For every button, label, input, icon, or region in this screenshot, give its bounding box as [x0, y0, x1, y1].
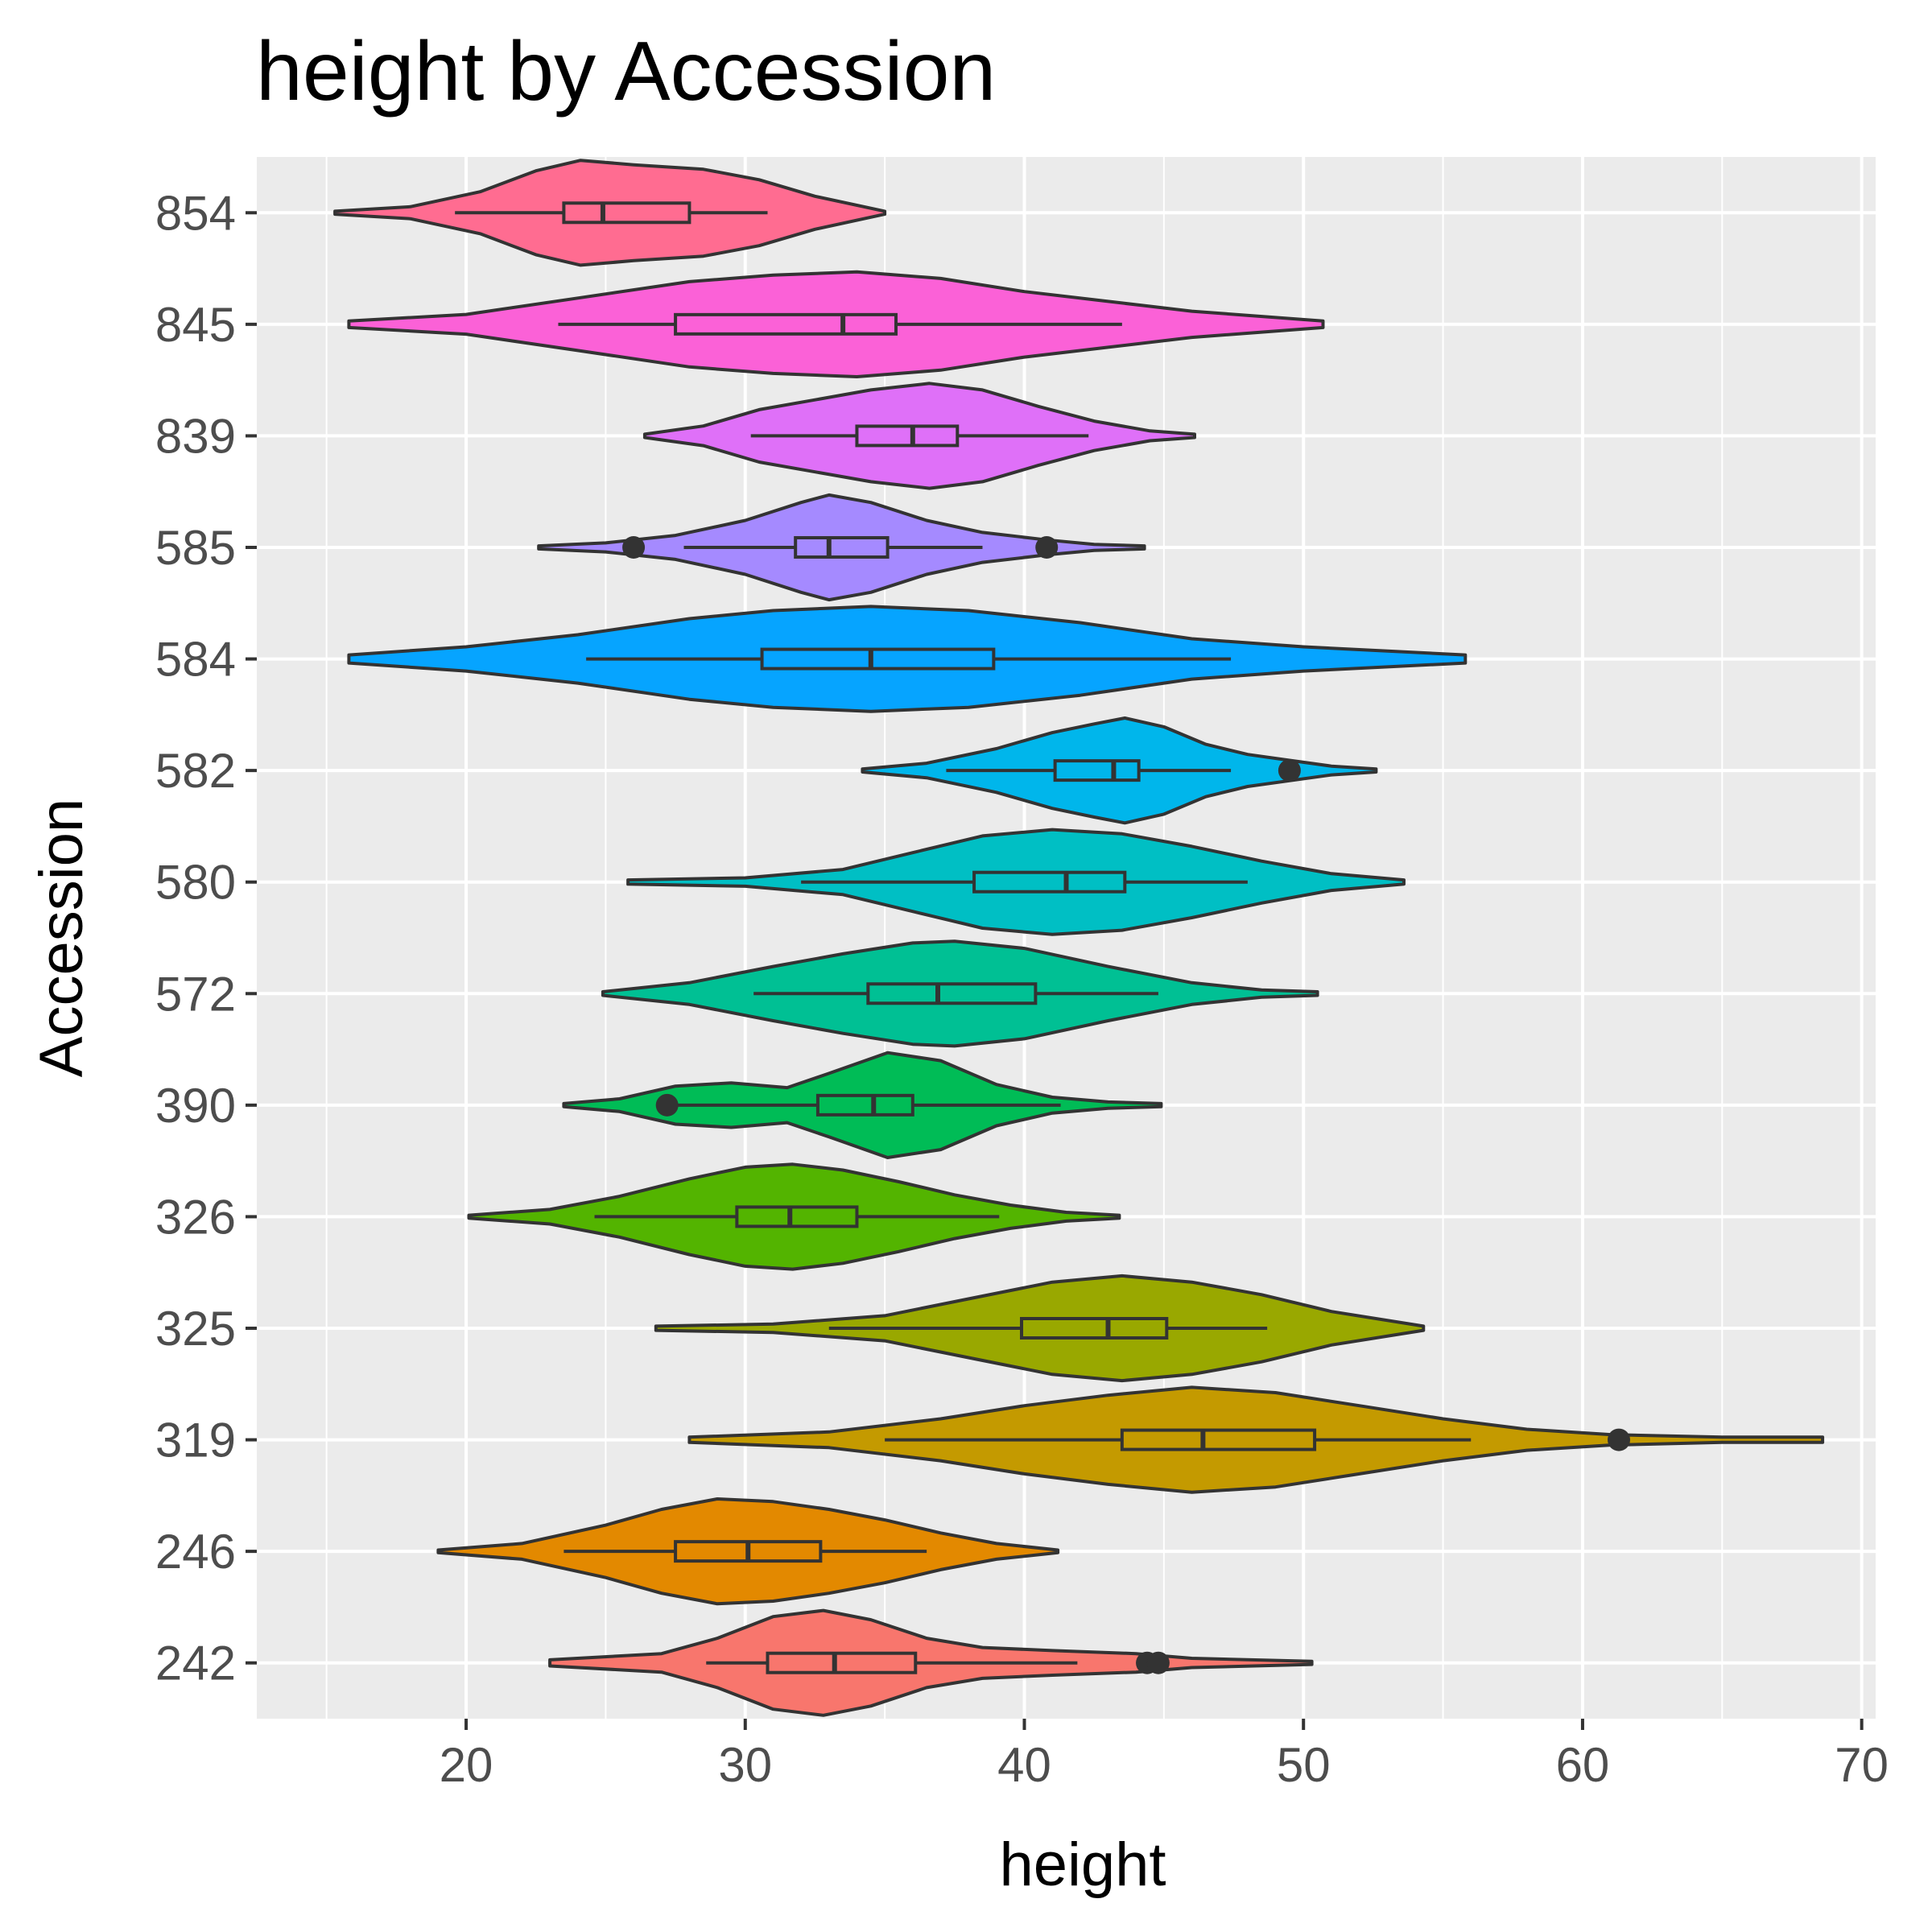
outlier-point	[655, 1093, 679, 1117]
x-tick-label: 50	[1277, 1738, 1331, 1792]
y-tick-label: 325	[155, 1302, 236, 1356]
box-839	[855, 424, 960, 448]
box-845	[674, 312, 898, 336]
chart-title: height by Accession	[256, 25, 997, 118]
outlier-point	[1146, 1651, 1170, 1674]
box-319	[1120, 1428, 1317, 1451]
box-580	[972, 870, 1127, 894]
violins	[333, 159, 1825, 1717]
box-326	[735, 1205, 859, 1228]
box-390	[815, 1093, 914, 1117]
outlier-point	[1035, 536, 1059, 559]
outlier-point	[622, 536, 646, 559]
y-tick-label: 582	[155, 744, 236, 798]
y-tick-label: 572	[155, 967, 236, 1021]
x-tick-label: 20	[440, 1738, 493, 1792]
y-axis-title: Accession	[27, 799, 96, 1077]
y-tick-label: 845	[155, 298, 236, 352]
y-tick-label: 242	[155, 1637, 236, 1690]
y-tick-label: 580	[155, 856, 236, 910]
box-242	[766, 1651, 918, 1674]
y-tick-label: 390	[155, 1079, 236, 1133]
box-582	[1053, 759, 1141, 782]
box-572	[866, 982, 1038, 1005]
x-tick-label: 70	[1835, 1738, 1889, 1792]
y-tick-label: 585	[155, 521, 236, 575]
axes: 20 30 40 50 60 70 242 246 319 325 326 390 572 580 582 5…	[155, 186, 1889, 1792]
y-tick-label: 854	[155, 186, 236, 240]
y-tick-label: 584	[155, 633, 236, 687]
plot-panel	[257, 157, 1876, 1719]
box-854	[562, 201, 691, 225]
box-584	[760, 647, 996, 671]
x-tick-label: 30	[718, 1738, 772, 1792]
box-325	[1020, 1317, 1169, 1340]
outlier-point	[1608, 1428, 1631, 1451]
y-tick-label: 326	[155, 1190, 236, 1244]
x-tick-label: 40	[997, 1738, 1051, 1792]
x-axis-title: height	[999, 1831, 1166, 1899]
y-tick-label: 319	[155, 1414, 236, 1468]
x-tick-label: 60	[1556, 1738, 1610, 1792]
box-585	[794, 536, 890, 559]
y-tick-label: 839	[155, 409, 236, 463]
y-tick-label: 246	[155, 1525, 236, 1579]
outlier-point	[1278, 759, 1301, 782]
